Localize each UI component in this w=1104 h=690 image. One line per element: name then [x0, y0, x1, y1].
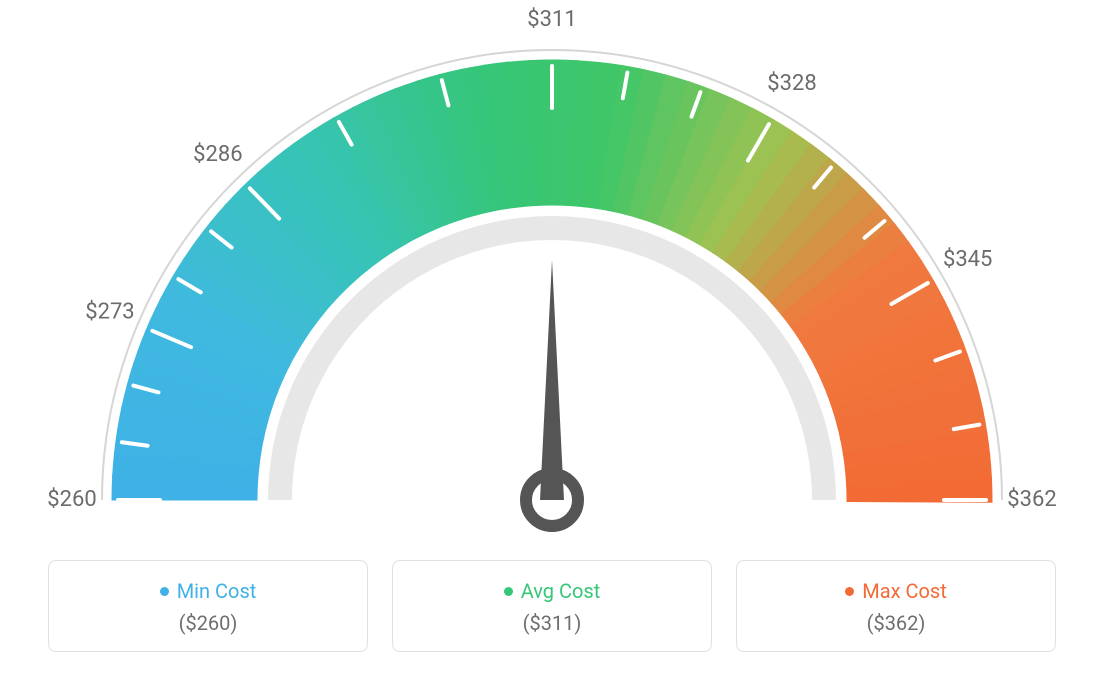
legend-value-avg: ($311)	[403, 611, 701, 635]
gauge-svg: $260 $273 $286 $311 $328 $345 $362	[0, 0, 1104, 560]
legend-card-max: Max Cost ($362)	[736, 560, 1056, 652]
legend-title-max: Max Cost	[845, 579, 947, 603]
svg-text:$260: $260	[47, 487, 96, 512]
svg-text:$328: $328	[767, 71, 816, 96]
legend-label: Avg Cost	[521, 579, 601, 603]
svg-text:$273: $273	[85, 300, 134, 325]
legend-value-max: ($362)	[747, 611, 1045, 635]
legend-row: Min Cost ($260) Avg Cost ($311) Max Cost…	[0, 560, 1104, 652]
svg-text:$345: $345	[943, 247, 992, 272]
dot-icon	[845, 587, 854, 596]
legend-label: Max Cost	[862, 579, 947, 603]
dot-icon	[160, 587, 169, 596]
legend-card-avg: Avg Cost ($311)	[392, 560, 712, 652]
svg-text:$362: $362	[1007, 487, 1056, 512]
svg-text:$311: $311	[527, 7, 576, 32]
legend-value-min: ($260)	[59, 611, 357, 635]
legend-label: Min Cost	[177, 579, 257, 603]
svg-text:$286: $286	[193, 142, 242, 167]
legend-title-avg: Avg Cost	[504, 579, 601, 603]
dot-icon	[504, 587, 513, 596]
cost-gauge: $260 $273 $286 $311 $328 $345 $362	[0, 0, 1104, 560]
legend-card-min: Min Cost ($260)	[48, 560, 368, 652]
legend-title-min: Min Cost	[160, 579, 257, 603]
